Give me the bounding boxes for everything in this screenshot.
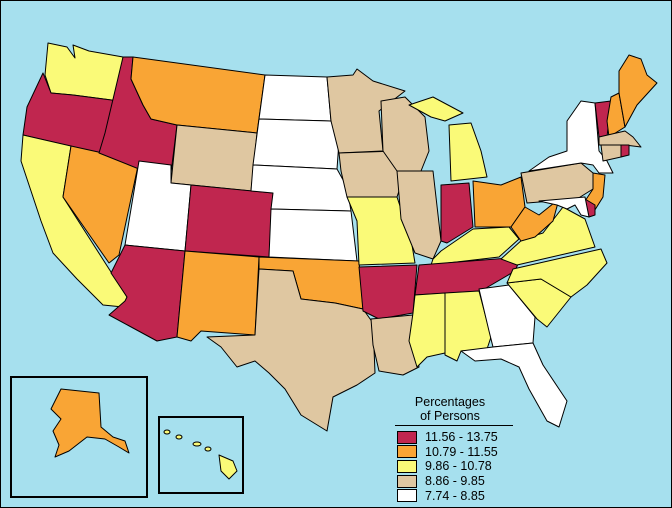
state-NM <box>176 250 260 342</box>
state-WI <box>380 96 430 172</box>
legend-swatch <box>397 489 417 503</box>
state-CT <box>600 144 622 162</box>
legend-title-line2: of Persons <box>420 409 480 423</box>
state-WY <box>170 124 258 192</box>
state-RI <box>620 144 630 158</box>
legend-row: 9.86 - 10.78 <box>397 459 515 474</box>
state-AK <box>50 388 130 458</box>
hawaii-inset-frame <box>158 416 244 494</box>
legend-swatch <box>397 474 417 488</box>
state-HI <box>163 429 238 480</box>
state-AR <box>358 264 418 320</box>
state-KS <box>268 208 358 262</box>
legend-swatch <box>397 445 417 459</box>
legend-row: 8.86 - 9.85 <box>397 474 515 489</box>
legend-label: 7.74 - 8.85 <box>425 488 485 503</box>
state-MI <box>408 96 488 182</box>
legend-label: 9.86 - 10.78 <box>425 459 492 474</box>
legend-label: 10.79 - 11.55 <box>425 444 498 459</box>
legend-swatch <box>397 459 417 473</box>
state-SD <box>252 118 340 170</box>
state-MD <box>538 196 590 218</box>
state-CO <box>184 184 274 258</box>
state-TX <box>206 268 376 432</box>
state-FL <box>460 342 568 428</box>
state-ME <box>618 54 658 128</box>
legend-divider <box>395 425 513 426</box>
legend-title-line1: Percentages <box>414 395 486 409</box>
state-NC <box>506 248 608 298</box>
legend: Percentages of Persons 11.56 - 13.75 10.… <box>385 395 515 503</box>
state-IN <box>440 182 474 244</box>
legend-row: 7.74 - 8.85 <box>397 488 515 503</box>
legend-row: 11.56 - 13.75 <box>397 430 515 445</box>
state-WA <box>44 42 124 102</box>
legend-swatch <box>397 430 417 444</box>
legend-row: 10.79 - 11.55 <box>397 445 515 460</box>
state-MS <box>408 292 446 368</box>
state-NY <box>528 100 614 174</box>
legend-label: 8.86 - 9.85 <box>425 474 485 489</box>
legend-title: Percentages of Persons <box>385 395 515 423</box>
state-MO <box>346 196 416 266</box>
legend-label: 11.56 - 13.75 <box>425 430 498 445</box>
state-WV <box>510 198 560 242</box>
state-ND <box>258 74 332 122</box>
state-MA <box>598 130 642 148</box>
